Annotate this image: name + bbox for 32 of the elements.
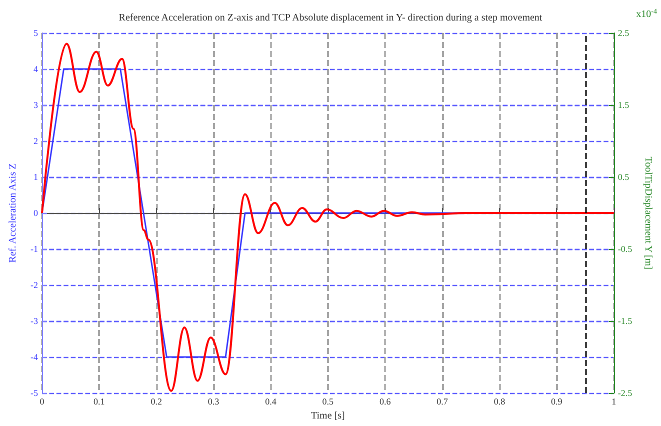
x-tick-label: 0.2 — [150, 396, 162, 406]
y-tick-label: 1 — [34, 172, 38, 182]
y-tick-label: 2 — [34, 136, 38, 146]
y-tick-label: -5 — [30, 388, 38, 398]
y-tick-label: 4 — [34, 64, 38, 74]
x-tick-label: 0.5 — [322, 396, 334, 406]
x-tick-label: 0.8 — [494, 396, 506, 406]
x-axis-title: Time [s] — [311, 410, 345, 422]
y2-tick-label: 0.5 — [618, 172, 630, 182]
x-tick-label: 0.4 — [265, 396, 277, 406]
y-tick-label: -4 — [30, 352, 38, 362]
y-tick-label: 0 — [34, 208, 38, 218]
y2-axis-title: ToolTipDisplacement Y [m] — [642, 156, 654, 270]
line-series — [41, 42, 615, 392]
y-tick-label: -3 — [30, 316, 38, 326]
y2-tick-label: -0.5 — [618, 244, 633, 254]
y-tick-label: 3 — [34, 100, 38, 110]
y-tick-label: -2 — [30, 280, 38, 290]
x-tick-label: 0.3 — [208, 396, 220, 406]
y2-tick-label: -1.5 — [618, 316, 633, 326]
x-tick-label: 0.7 — [436, 396, 448, 406]
y2-tick-label: -2.5 — [618, 388, 633, 398]
y-tick-label: -1 — [30, 244, 38, 254]
chart-title: Reference Acceleration on Z-axis and TCP Absolute displacement in Y- direction during a step movement — [118, 12, 542, 24]
y2-tick-label: 2.5 — [618, 28, 630, 38]
y2-tick-label: 1.5 — [618, 100, 630, 110]
y-tick-label: 5 — [34, 28, 38, 38]
x-tick-label: 0.1 — [94, 396, 105, 406]
x-tick-label: 0.6 — [379, 396, 392, 406]
y-axis-title: Ref. Acceleration Axis Z — [8, 163, 18, 263]
x-tick-label: 0.9 — [551, 396, 563, 406]
x-tick-label: 1 — [612, 396, 616, 406]
